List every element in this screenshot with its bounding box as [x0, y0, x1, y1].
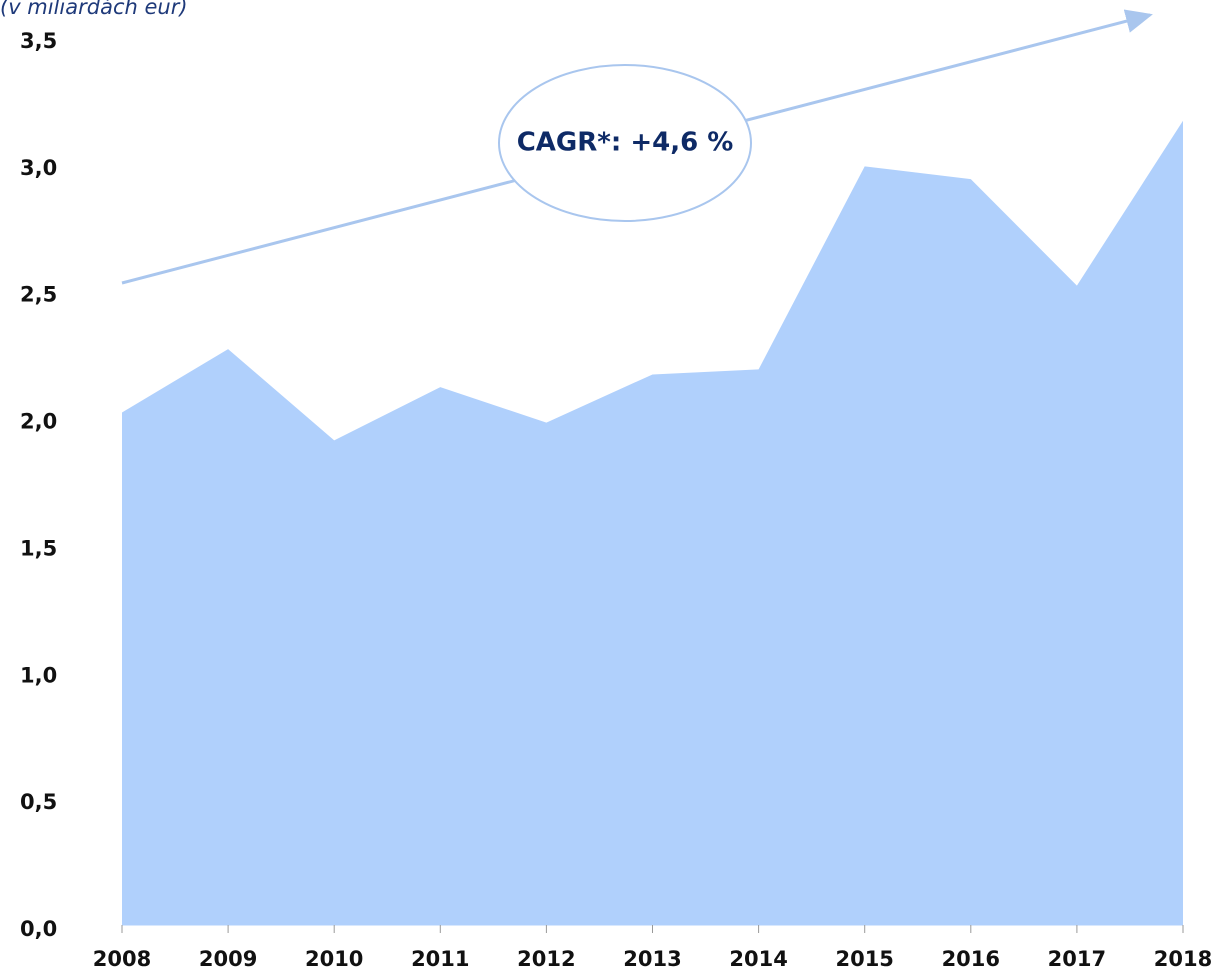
x-tick-label: 2012 [517, 947, 575, 971]
x-tick-label: 2015 [835, 947, 893, 971]
y-tick-label: 2,5 [20, 283, 57, 307]
annotation-bubble [498, 64, 752, 222]
y-tick-label: 3,0 [20, 156, 57, 180]
y-tick-label: 2,0 [20, 410, 57, 434]
y-tick-label: 0,5 [20, 790, 57, 814]
x-tick-label: 2008 [93, 947, 151, 971]
y-tick-label: 3,5 [20, 29, 57, 53]
x-tick-label: 2017 [1048, 947, 1106, 971]
subtitle: (v miliardách eur) [0, 0, 188, 19]
x-tick-label: 2009 [199, 947, 257, 971]
y-tick-label: 0,0 [20, 917, 57, 941]
x-tick-label: 2018 [1154, 947, 1212, 971]
x-tick-label: 2016 [942, 947, 1000, 971]
x-tick-label: 2013 [623, 947, 681, 971]
y-tick-label: 1,0 [20, 663, 57, 687]
x-tick-label: 2011 [411, 947, 469, 971]
x-tick-label: 2014 [729, 947, 787, 971]
x-tick-label: 2010 [305, 947, 363, 971]
annotation: CAGR*: +4,6 % [517, 128, 734, 158]
y-tick-label: 1,5 [20, 536, 57, 560]
plot-area [122, 120, 1183, 926]
area [122, 120, 1183, 926]
